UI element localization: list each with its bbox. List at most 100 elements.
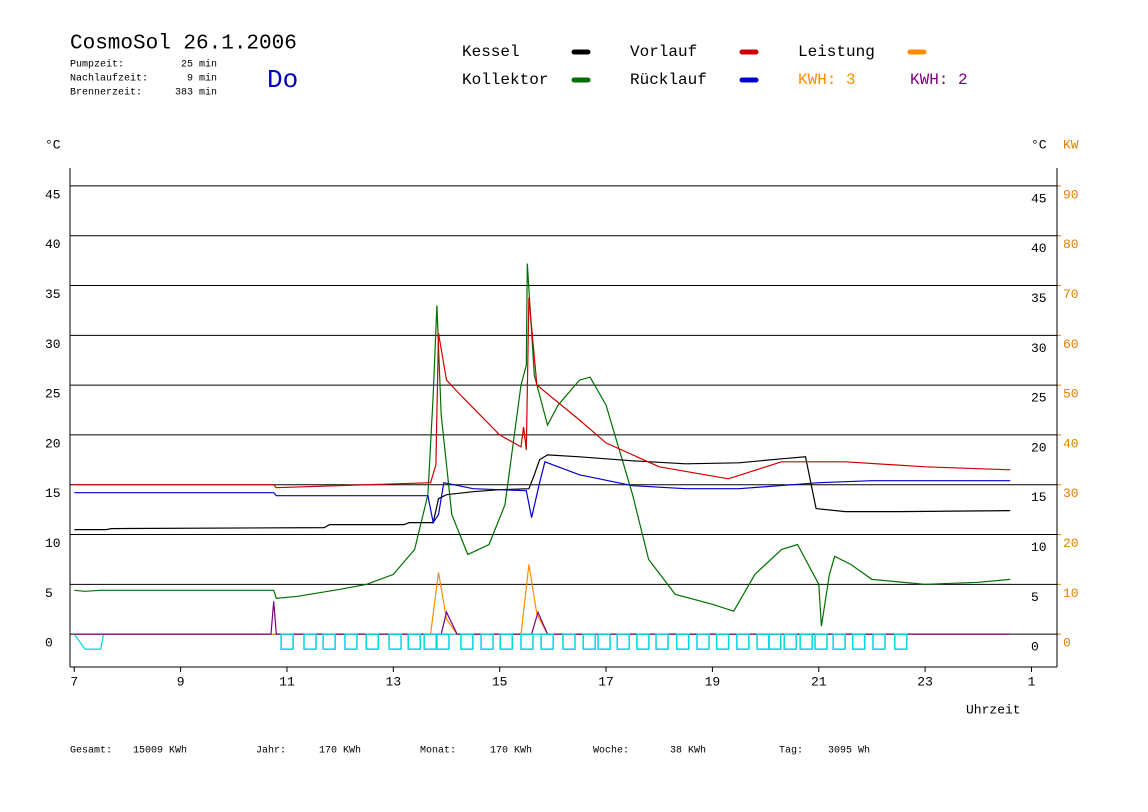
y-axis-label: °C — [45, 137, 61, 152]
series-line — [74, 461, 1011, 525]
legend-annotation: KWH: 2 — [910, 71, 968, 89]
y-tick-label: 0 — [45, 636, 53, 651]
y-tick-label-right: 10 — [1031, 540, 1047, 555]
pump-marker — [783, 633, 797, 650]
y2-tick-label: 70 — [1063, 287, 1079, 302]
pump-marker — [872, 633, 886, 650]
pump-marker — [696, 633, 710, 650]
legend-label: Rücklauf — [630, 71, 707, 89]
pump-marker — [655, 633, 669, 650]
x-axis-label: Uhrzeit — [966, 702, 1021, 717]
y-tick-label-right: 15 — [1031, 490, 1047, 505]
pump-marker — [756, 633, 770, 650]
pump-marker — [736, 633, 750, 650]
pump-marker — [582, 633, 596, 650]
y2-tick-label: 30 — [1063, 486, 1079, 501]
x-tick-label: 19 — [705, 674, 721, 689]
info-value: 9 min — [187, 73, 217, 85]
footer-value: 15009 KWh — [133, 745, 187, 757]
footer-value: 38 KWh — [670, 745, 706, 757]
y2-tick-label: 0 — [1063, 636, 1071, 651]
pump-marker — [597, 633, 611, 650]
footer-value: 170 KWh — [490, 745, 532, 757]
legend-label: Vorlauf — [630, 43, 697, 61]
y-tick-label-right: 30 — [1031, 341, 1047, 356]
x-tick-label: 13 — [386, 674, 402, 689]
pump-marker — [423, 633, 437, 650]
pump-marker — [616, 633, 630, 650]
x-tick-label: 15 — [492, 674, 508, 689]
y-tick-label: 5 — [45, 586, 53, 601]
y-tick-label-right: 0 — [1031, 640, 1039, 655]
info-value: 383 min — [175, 87, 217, 99]
pump-marker — [322, 633, 336, 650]
pump-marker — [280, 633, 294, 650]
pump-marker — [499, 633, 513, 650]
pump-marker — [715, 633, 730, 650]
info-label: Nachlaufzeit: — [70, 73, 148, 85]
y2-tick-label: 60 — [1063, 337, 1079, 352]
y-tick-label: 25 — [45, 387, 61, 402]
x-tick-label: 17 — [598, 674, 614, 689]
info-label: Brennerzeit: — [70, 87, 142, 99]
footer-value: 170 KWh — [319, 745, 361, 757]
y-tick-label: 10 — [45, 536, 61, 551]
chart-title: CosmoSol 26.1.2006 — [70, 33, 297, 56]
x-tick-label: 1 — [1028, 674, 1036, 689]
y-tick-label-right: 20 — [1031, 440, 1047, 455]
pump-marker — [520, 633, 534, 650]
y2-tick-label: 80 — [1063, 237, 1079, 252]
series-line — [74, 601, 1011, 635]
pump-marker — [814, 633, 828, 650]
pump-marker — [303, 633, 317, 650]
y-tick-label-right: 5 — [1031, 590, 1039, 605]
series-line — [74, 564, 1011, 635]
info-label: Pumpzeit: — [70, 59, 124, 71]
y-tick-label-right: 45 — [1031, 191, 1047, 206]
y2-tick-label: 40 — [1063, 436, 1079, 451]
y2-tick-label: 20 — [1063, 536, 1079, 551]
pump-marker — [436, 633, 450, 650]
legend-label: Leistung — [798, 43, 875, 61]
footer-label: Monat: — [420, 746, 456, 757]
footer-value: 3095 Wh — [828, 745, 870, 757]
pump-marker — [894, 633, 908, 650]
series-line — [74, 454, 1011, 531]
pump-marker — [636, 633, 650, 650]
pump-marker — [460, 633, 474, 650]
legend-label: Kessel — [462, 43, 520, 61]
series-line — [73, 633, 1011, 650]
series-line — [74, 297, 1011, 489]
x-tick-label: 21 — [811, 674, 827, 689]
pump-marker — [799, 633, 813, 650]
footer-label: Tag: — [779, 746, 803, 757]
pump-marker — [676, 633, 690, 650]
pump-marker — [344, 633, 358, 650]
pump-marker — [540, 633, 554, 650]
x-tick-label: 9 — [177, 674, 185, 689]
pump-marker — [562, 633, 576, 650]
x-tick-label: 23 — [917, 674, 933, 689]
x-tick-label: 11 — [279, 674, 295, 689]
pump-marker — [768, 633, 782, 650]
pump-marker — [407, 633, 421, 650]
pump-marker — [832, 633, 846, 650]
y-tick-label: 45 — [45, 187, 61, 202]
y-tick-label-right: 40 — [1031, 241, 1047, 256]
pump-marker — [480, 633, 494, 650]
info-value: 25 min — [181, 59, 217, 71]
y-tick-label: 40 — [45, 237, 61, 252]
pump-marker — [365, 633, 379, 650]
legend-annotation: KWH: 3 — [798, 71, 856, 89]
pump-marker — [852, 633, 866, 650]
footer-label: Gesamt: — [70, 746, 112, 757]
y-tick-label: 15 — [45, 486, 61, 501]
y2-tick-label: 50 — [1063, 387, 1079, 402]
legend-label: Kollektor — [462, 71, 548, 89]
y-tick-label-right: 25 — [1031, 391, 1047, 406]
y-axis-right-label: °C — [1031, 137, 1047, 152]
series-line — [74, 263, 1011, 627]
footer-label: Woche: — [593, 745, 629, 757]
y-tick-label-right: 35 — [1031, 291, 1047, 306]
